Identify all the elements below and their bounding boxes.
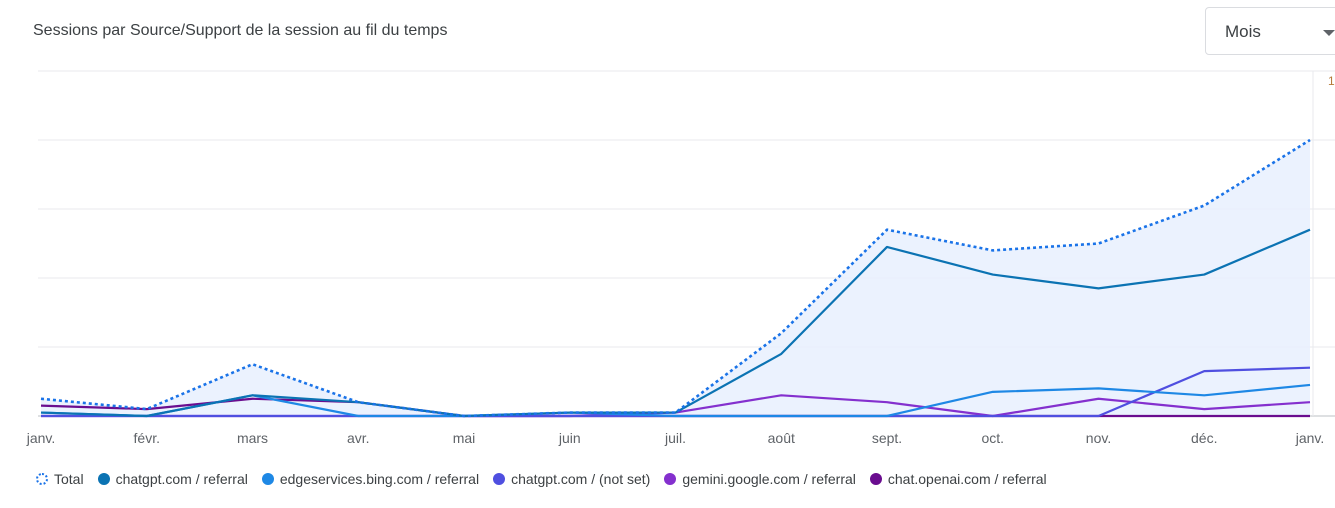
x-tick-label: déc. [1191,430,1217,446]
x-tick-label: sept. [872,430,902,446]
legend-swatch-icon [869,473,882,485]
chart-title: Sessions par Source/Support de la sessio… [33,22,448,39]
legend-swatch-icon [36,473,48,485]
x-tick-label: janv. [1295,430,1325,446]
legend-item[interactable]: chatgpt.com / (not set) [493,471,650,487]
x-tick-label: janv. [26,430,56,446]
legend-swatch-icon [493,473,506,485]
legend-item[interactable]: gemini.google.com / referral [664,471,856,487]
legend-item[interactable]: chatgpt.com / referral [97,471,248,487]
legend-swatch-icon [664,473,677,485]
chevron-down-icon [1323,30,1335,36]
period-select-value: Mois [1225,22,1261,41]
legend-swatch-icon [97,473,110,485]
x-tick-label: mai [453,430,476,446]
x-tick-label: févr. [134,430,160,446]
legend-label: chatgpt.com / (not set) [511,471,651,487]
legend-item[interactable]: Total [36,471,84,487]
x-tick-label: oct. [981,430,1004,446]
legend-swatch-icon [261,473,274,485]
line-chart: janv. févr. mars avr. mai juin juil. août sept. o… [26,70,1335,446]
x-tick-label: nov. [1086,430,1111,446]
series-line [40,228,1311,418]
legend-label: chat.openai.com / referral [887,471,1047,487]
legend-label: chatgpt.com / referral [115,471,248,487]
period-select[interactable]: Mois [1205,7,1335,55]
total-area [41,140,1310,416]
x-tick-label: août [768,430,795,446]
legend-label: edgeservices.bing.com / referral [279,471,480,487]
legend-item[interactable]: chat.openai.com / referral [869,471,1047,487]
axis-corner-label: 1 [1328,74,1335,88]
x-tick-label: juin [558,430,581,446]
chart-legend: Total chatgpt.com / referral edgeservices.… [36,471,1047,487]
legend-item[interactable]: edgeservices.bing.com / referral [261,471,480,487]
x-tick-label: mars [237,430,268,446]
legend-label: Total [54,471,84,487]
x-tick-label: juil. [664,430,686,446]
legend-label: gemini.google.com / referral [682,471,856,487]
x-tick-label: avr. [347,430,370,446]
